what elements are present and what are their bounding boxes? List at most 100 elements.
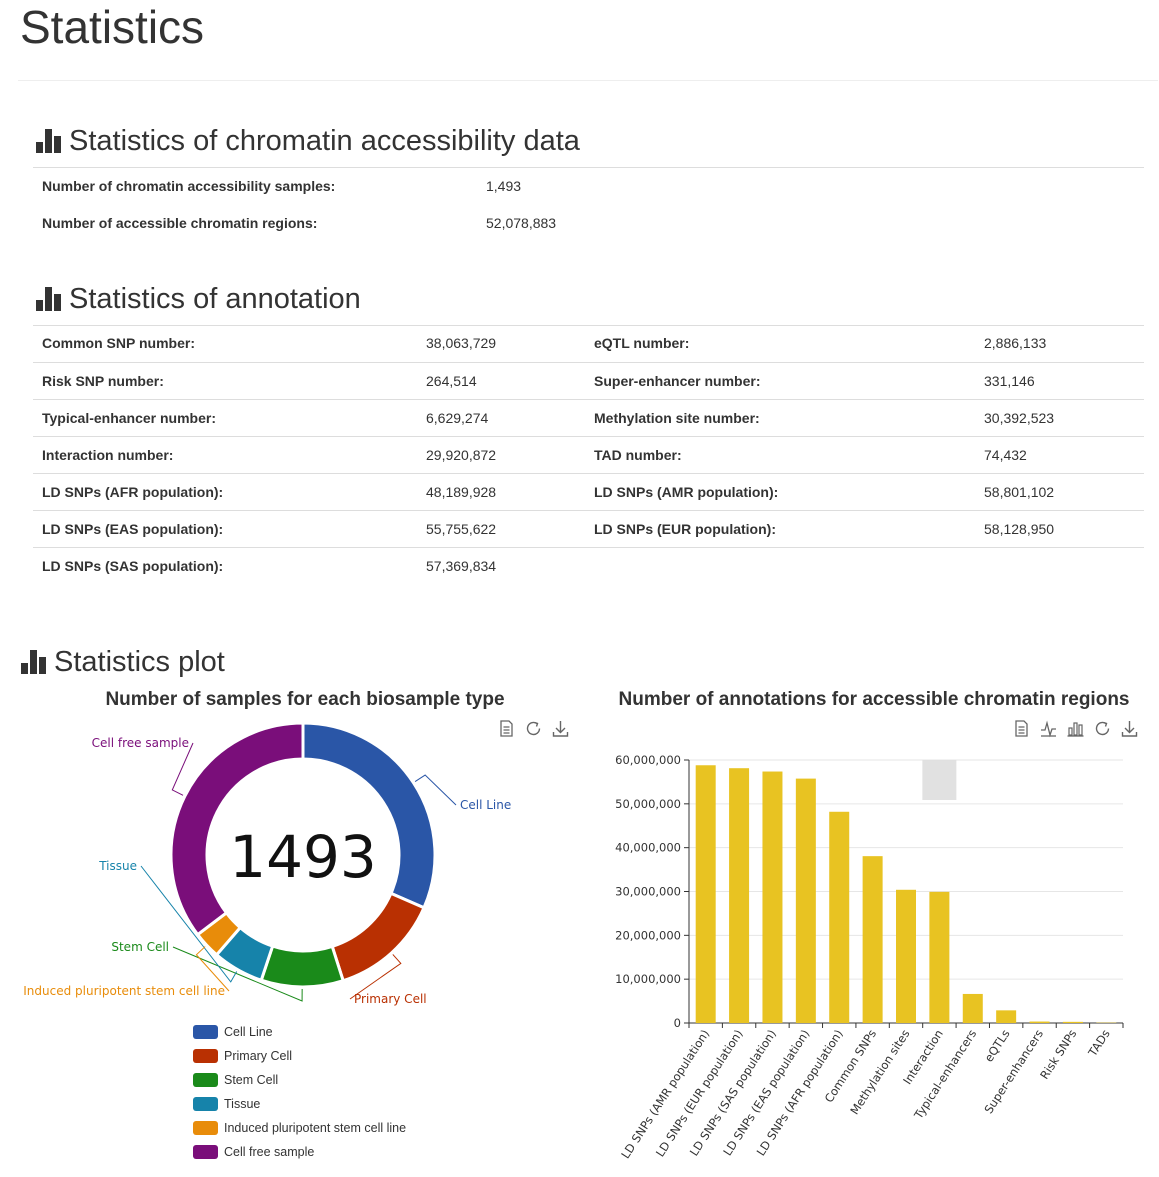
bar-chart: 0 10,000,000 20,000,000 30,000,000 40,000,00… xyxy=(615,753,1124,1161)
legend-item[interactable]: Cell Line xyxy=(193,1020,406,1044)
row-value: 74,432 xyxy=(975,436,1144,474)
pie-legend: Cell Line Primary Cell Stem Cell Tissue Indu… xyxy=(193,1020,406,1164)
legend-item[interactable]: Tissue xyxy=(193,1092,406,1116)
row-value xyxy=(975,547,1144,584)
page-title: Statistics xyxy=(20,1,205,53)
bar-chart-icon xyxy=(36,129,61,153)
chromatin-heading: Statistics of chromatin accessibility da… xyxy=(36,124,580,158)
data-view-icon[interactable] xyxy=(497,719,516,738)
bar[interactable] xyxy=(862,856,883,1023)
annotation-table: Common SNP number: 38,063,729 eQTL number:… xyxy=(33,325,1144,584)
legend-label: Cell Line xyxy=(224,1025,273,1039)
bar[interactable] xyxy=(929,891,950,1023)
plot-heading: Statistics plot xyxy=(21,645,225,679)
axis-pointer-shadow xyxy=(922,760,957,800)
y-tick-label: 60,000,000 xyxy=(615,753,681,767)
y-tick-label: 30,000,000 xyxy=(615,885,681,899)
annotation-heading-text: Statistics of annotation xyxy=(69,283,361,315)
row-value: 57,369,834 xyxy=(426,557,497,574)
row-value: 55,755,622 xyxy=(417,510,585,548)
legend-item[interactable]: Primary Cell xyxy=(193,1044,406,1068)
row-value: 6,629,274 xyxy=(417,399,585,437)
pie-label-line xyxy=(414,774,457,806)
bar-switch-icon[interactable] xyxy=(1066,719,1085,738)
legend-label: Tissue xyxy=(224,1097,261,1111)
row-label: Interaction number: xyxy=(33,436,417,474)
legend-swatch xyxy=(193,1121,218,1135)
bar[interactable] xyxy=(896,889,916,1023)
legend-swatch xyxy=(193,1073,218,1087)
table-row: Risk SNP number: 264,514 Super-enhancer nu… xyxy=(33,362,1144,400)
legend-label: Primary Cell xyxy=(224,1049,293,1063)
bar-chart-icon xyxy=(21,650,46,674)
row-label: LD SNPs (AFR population): xyxy=(33,473,417,511)
row-label: LD SNPs (EAS population): xyxy=(33,510,417,548)
legend-label: Induced pluripotent stem cell line xyxy=(224,1121,407,1135)
pie-label-line xyxy=(140,865,238,983)
row-value: 1,493 xyxy=(486,177,522,194)
bar[interactable] xyxy=(829,811,850,1023)
line-switch-icon[interactable] xyxy=(1039,719,1058,738)
table-row: Number of chromatin accessibility sample… xyxy=(33,167,1144,204)
table-row: Typical-enhancer number: 6,629,274 Methyla… xyxy=(33,399,1144,437)
row-label: eQTL number: xyxy=(585,325,975,363)
pie-slice-label: Cell free sample xyxy=(92,736,189,750)
pie-slice-label: Stem Cell xyxy=(111,940,169,954)
download-icon[interactable] xyxy=(551,719,570,738)
x-tick-label: Super-enhancers xyxy=(981,1027,1046,1116)
table-row: Common SNP number: 38,063,729 eQTL number:… xyxy=(33,325,1144,363)
row-value: 264,514 xyxy=(417,362,585,400)
y-tick-label: 40,000,000 xyxy=(615,841,681,855)
chromatin-heading-text: Statistics of chromatin accessibility da… xyxy=(69,125,580,157)
pie-chart-title: Number of samples for each biosample typ… xyxy=(105,689,505,710)
y-tick-label: 50,000,000 xyxy=(615,797,681,811)
pie-label-line xyxy=(349,954,402,1000)
bar[interactable] xyxy=(695,765,716,1023)
bar[interactable] xyxy=(962,993,983,1023)
legend-item[interactable]: Induced pluripotent stem cell line xyxy=(193,1116,406,1140)
row-value: 331,146 xyxy=(975,362,1144,400)
pie-slice-label: Primary Cell xyxy=(354,992,427,1006)
download-icon[interactable] xyxy=(1120,719,1139,738)
row-label: Risk SNP number: xyxy=(33,362,417,400)
pie-slice[interactable] xyxy=(259,944,346,989)
bar[interactable] xyxy=(996,1010,1017,1023)
x-tick-label: eQTLs xyxy=(982,1027,1013,1064)
pie-slice-label: Cell Line xyxy=(460,798,511,812)
annotation-heading: Statistics of annotation xyxy=(36,282,361,316)
bar[interactable] xyxy=(1029,1021,1050,1023)
table-row: Interaction number: 29,920,872 TAD number:… xyxy=(33,436,1144,474)
row-label: Super-enhancer number: xyxy=(585,362,975,400)
row-label: LD SNPs (AMR population): xyxy=(585,473,975,511)
restore-icon[interactable] xyxy=(524,719,543,738)
legend-label: Cell free sample xyxy=(224,1145,315,1159)
pie-label-line xyxy=(172,946,303,1002)
chromatin-divider xyxy=(33,167,1144,168)
row-label: Methylation site number: xyxy=(585,399,975,437)
bar[interactable] xyxy=(1062,1021,1083,1023)
x-tick-label: Methylation sites xyxy=(847,1027,912,1117)
pie-slice-label: Tissue xyxy=(98,859,137,873)
pie-slice[interactable] xyxy=(330,891,426,983)
data-view-icon[interactable] xyxy=(1012,719,1031,738)
row-value: 30,392,523 xyxy=(975,399,1144,437)
row-label: LD SNPs (SAS population): xyxy=(42,557,224,574)
legend-swatch xyxy=(193,1049,218,1063)
pie-slice-label: Induced pluripotent stem cell line xyxy=(23,984,225,998)
title-divider xyxy=(18,80,1158,81)
chromatin-table: Number of chromatin accessibility sample… xyxy=(33,167,1144,241)
legend-item[interactable]: Stem Cell xyxy=(193,1068,406,1092)
pie-slice[interactable] xyxy=(169,721,305,937)
row-value: 38,063,729 xyxy=(417,325,585,363)
restore-icon[interactable] xyxy=(1093,719,1112,738)
row-label: Number of accessible chromatin regions: xyxy=(42,214,318,231)
bar[interactable] xyxy=(795,778,816,1023)
legend-item[interactable]: Cell free sample xyxy=(193,1140,406,1164)
table-row: LD SNPs (AFR population): 48,189,928 LD SN… xyxy=(33,473,1144,511)
row-label: TAD number: xyxy=(585,436,975,474)
row-label: Common SNP number: xyxy=(33,325,417,363)
row-value: 2,886,133 xyxy=(975,325,1144,363)
bar[interactable] xyxy=(762,771,783,1023)
row-value: 58,128,950 xyxy=(975,510,1144,548)
bar[interactable] xyxy=(729,768,750,1023)
